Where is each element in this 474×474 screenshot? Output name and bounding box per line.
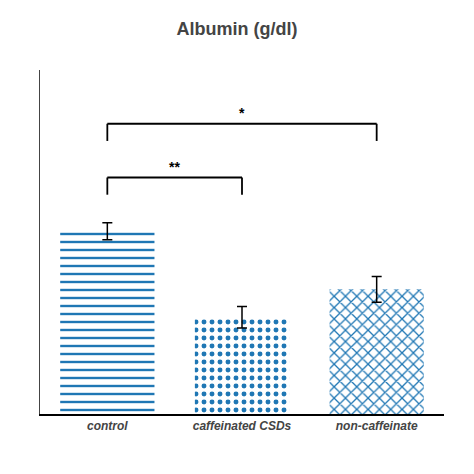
svg-text:caffeinated CSDs: caffeinated CSDs [193, 419, 292, 433]
svg-text:Albumin (g/dl): Albumin (g/dl) [177, 19, 298, 39]
svg-text:*: * [239, 105, 245, 121]
svg-text:control: control [87, 419, 128, 433]
svg-text:non-caffeinate: non-caffeinate [336, 419, 418, 433]
svg-text:**: ** [169, 159, 180, 175]
